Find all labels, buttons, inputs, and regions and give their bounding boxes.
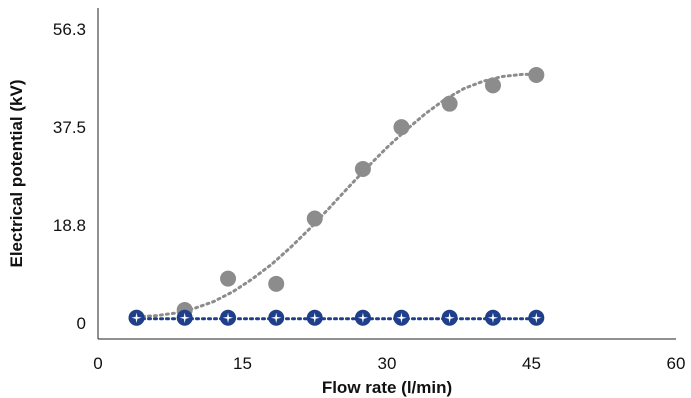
- data-point-series-2: [393, 309, 410, 326]
- data-point-series-1: [354, 160, 371, 177]
- tick-labels: 0 15 30 45 60 0 18.8 37.5 56.3: [53, 20, 686, 373]
- x-tick-label: 30: [378, 354, 397, 373]
- data-points: [128, 66, 545, 326]
- data-point-series-2: [128, 309, 145, 326]
- data-point-series-2: [528, 309, 545, 326]
- axes: [97, 8, 676, 340]
- y-tick-label: 56.3: [53, 20, 86, 39]
- data-point-series-2: [268, 309, 285, 326]
- data-point-series-1: [484, 77, 501, 94]
- data-point-series-2: [441, 309, 458, 326]
- data-point-series-1: [393, 119, 410, 136]
- x-tick-label: 0: [93, 354, 102, 373]
- star-icon: [444, 312, 455, 323]
- data-point-series-2: [354, 309, 371, 326]
- star-icon: [131, 312, 142, 323]
- x-tick-label: 60: [667, 354, 686, 373]
- y-tick-label: 37.5: [53, 118, 86, 137]
- star-icon: [179, 312, 190, 323]
- star-icon: [531, 312, 542, 323]
- star-icon: [357, 312, 369, 323]
- data-point-series-1: [306, 210, 323, 227]
- trendlines: [135, 72, 538, 321]
- star-icon: [222, 312, 234, 323]
- y-axis-title: Electrical potential (kV): [7, 80, 26, 268]
- x-tick-label: 45: [522, 354, 541, 373]
- star-icon: [271, 312, 282, 323]
- x-tick-label: 15: [233, 354, 252, 373]
- data-point-series-2: [220, 309, 237, 326]
- data-point-series-1: [268, 275, 285, 292]
- data-point-series-1: [528, 66, 545, 83]
- y-tick-label: 18.8: [53, 216, 86, 235]
- data-point-series-2: [176, 309, 193, 326]
- y-tick-label: 0: [77, 314, 86, 333]
- x-axis-title: Flow rate (l/min): [322, 378, 452, 397]
- star-icon: [487, 312, 499, 323]
- star-icon: [309, 312, 320, 323]
- data-point-series-2: [306, 309, 323, 326]
- data-point-series-2: [484, 309, 501, 326]
- data-point-series-1: [220, 270, 237, 287]
- star-icon: [396, 312, 407, 323]
- data-point-series-1: [441, 95, 458, 112]
- trendline-series-1: [135, 72, 538, 319]
